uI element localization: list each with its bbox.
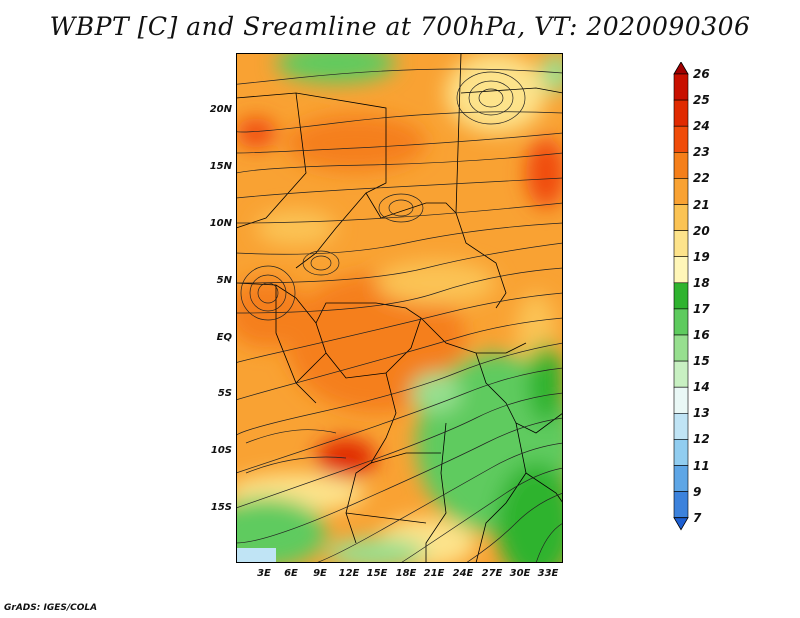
lon-label-33e: 33E bbox=[537, 568, 559, 579]
colorbar-label: 12 bbox=[693, 432, 710, 447]
colorbar-label: 26 bbox=[693, 67, 710, 81]
streamlines bbox=[236, 68, 563, 563]
colorbar-segment bbox=[673, 125, 689, 153]
colorbar-label: 24 bbox=[693, 119, 710, 134]
colorbar-label: 19 bbox=[693, 249, 710, 264]
colorbar-label: 9 bbox=[693, 484, 702, 499]
colorbar-label: 25 bbox=[693, 93, 710, 108]
colorbar-label: 20 bbox=[693, 223, 710, 238]
map-title: WBPT [C] and Sreamline at 700hPa, VT: 20… bbox=[49, 12, 751, 41]
colorbar-bottom-arrow bbox=[673, 517, 689, 531]
colorbar-label: 21 bbox=[693, 197, 710, 212]
colorbar bbox=[673, 62, 689, 531]
colorbar-label: 13 bbox=[693, 406, 710, 421]
colorbar-label: 15 bbox=[693, 354, 710, 369]
colorbar-label: 7 bbox=[693, 510, 702, 525]
colorbar-segment bbox=[673, 178, 689, 205]
colorbar-segment bbox=[673, 308, 689, 336]
colorbar-label: 14 bbox=[693, 380, 710, 395]
colorbar-label: 22 bbox=[693, 171, 710, 186]
lat-label-eq: EQ bbox=[216, 332, 232, 343]
lat-label-10n: 10N bbox=[209, 218, 232, 229]
lon-label-9e: 9E bbox=[313, 568, 327, 579]
blue-corner bbox=[236, 548, 276, 563]
colorbar-label: 16 bbox=[693, 328, 710, 342]
lat-label-5n: 5N bbox=[216, 275, 232, 286]
lat-label-5s: 5S bbox=[217, 388, 232, 399]
map-frame bbox=[236, 53, 563, 563]
colorbar-segment bbox=[673, 230, 689, 258]
colorbar-segment bbox=[673, 360, 689, 388]
colorbar-label: 11 bbox=[693, 458, 710, 473]
colorbar-segment bbox=[673, 439, 689, 466]
colorbar-segment bbox=[673, 282, 689, 310]
lon-label-21e: 21E bbox=[423, 568, 445, 579]
colorbar-segment bbox=[673, 99, 689, 127]
lon-label-27e: 27E bbox=[481, 568, 503, 579]
colorbar-segment bbox=[673, 334, 689, 362]
colorbar-segment bbox=[673, 152, 689, 179]
lon-label-30e: 30E bbox=[509, 568, 531, 579]
colorbar-segment bbox=[673, 204, 689, 231]
grads-credit: GrADS: IGES/COLA bbox=[4, 603, 98, 613]
lon-label-18e: 18E bbox=[395, 568, 417, 579]
colorbar-label: 18 bbox=[693, 275, 710, 290]
lon-label-6e: 6E bbox=[284, 568, 298, 579]
colorbar-segment bbox=[673, 465, 689, 492]
colorbar-top-arrow bbox=[673, 62, 689, 75]
lon-label-15e: 15E bbox=[366, 568, 388, 579]
lat-label-15s: 15S bbox=[210, 502, 232, 513]
lat-label-15n: 15N bbox=[209, 161, 232, 172]
lat-label-20n: 20N bbox=[209, 104, 232, 115]
colorbar-segment bbox=[673, 73, 689, 101]
lon-label-3e: 3E bbox=[257, 568, 271, 579]
colorbar-segment bbox=[673, 491, 689, 519]
colorbar-label: 17 bbox=[693, 301, 710, 316]
lon-label-24e: 24E bbox=[452, 568, 474, 579]
lon-label-12e: 12E bbox=[338, 568, 360, 579]
map-panel bbox=[236, 53, 563, 563]
colorbar-segment bbox=[673, 386, 689, 414]
colorbar-segment bbox=[673, 412, 689, 440]
colorbar-label: 23 bbox=[693, 145, 710, 160]
lat-label-10s: 10S bbox=[210, 445, 232, 456]
colorbar-segment bbox=[673, 256, 689, 284]
